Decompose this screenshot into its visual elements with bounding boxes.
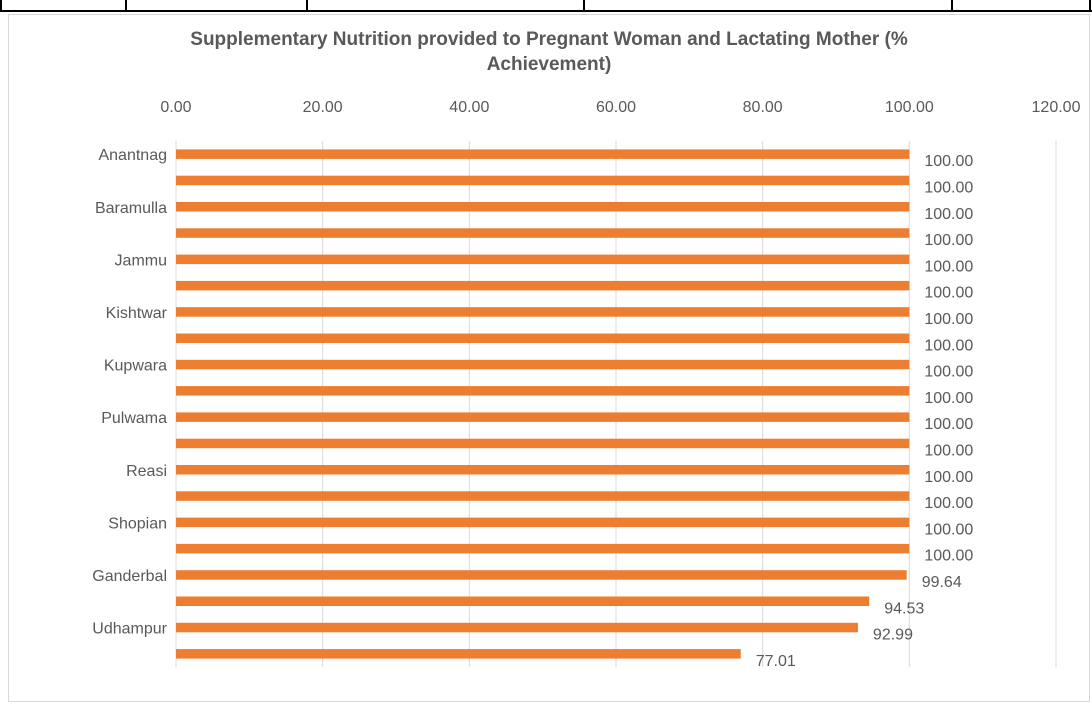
data-label: 100.00 [924, 337, 973, 354]
category-label: Shopian [108, 515, 167, 532]
data-label: 100.00 [924, 495, 973, 512]
bar [176, 517, 910, 528]
bar [176, 491, 910, 501]
data-label: 100.00 [924, 153, 973, 170]
data-label: 100.00 [924, 258, 973, 275]
category-label: Reasi [126, 463, 167, 480]
bar [176, 228, 910, 238]
bar [176, 280, 910, 291]
data-label: 92.99 [873, 627, 913, 644]
data-label: 100.00 [924, 179, 973, 196]
data-label: 94.53 [884, 600, 924, 617]
category-label: Anantnag [98, 147, 167, 164]
bar [176, 465, 910, 475]
bar [176, 543, 910, 554]
bar [176, 412, 910, 422]
data-label: 100.00 [924, 390, 973, 407]
bar [176, 359, 910, 370]
data-label: 100.00 [924, 206, 973, 223]
x-tick-label: 40.00 [449, 99, 489, 116]
data-label: 100.00 [924, 548, 973, 565]
bar [176, 570, 907, 580]
x-tick-label: 20.00 [303, 99, 343, 116]
data-label: 100.00 [924, 364, 973, 381]
bar [176, 649, 741, 659]
x-tick-label: 80.00 [743, 99, 783, 116]
x-tick-label: 100.00 [885, 99, 934, 116]
chart-title-line-2: Achievement) [486, 54, 612, 75]
x-tick-label: 60.00 [596, 99, 636, 116]
bar [176, 333, 910, 343]
x-tick-label: 120.00 [1032, 99, 1081, 116]
data-label: 99.64 [922, 574, 962, 591]
chart-title: Supplementary Nutrition provided to Preg… [8, 27, 1090, 77]
data-label: 77.01 [756, 653, 796, 670]
data-label: 100.00 [924, 285, 973, 302]
x-tick-label: 0.00 [160, 99, 191, 116]
table-border-fragment [0, 0, 1092, 12]
bar [176, 307, 910, 317]
bar [176, 149, 910, 159]
data-label: 100.00 [924, 469, 973, 486]
category-label: Kishtwar [106, 305, 168, 322]
category-label: Ganderbal [92, 568, 167, 585]
bar [176, 254, 910, 265]
data-label: 100.00 [924, 442, 973, 459]
data-label: 100.00 [924, 416, 973, 433]
category-label: Kupwara [104, 358, 167, 375]
bar [176, 175, 910, 186]
category-label: Baramulla [95, 200, 167, 217]
chart-title-line-1: Supplementary Nutrition provided to Preg… [190, 29, 908, 50]
category-label: Udhampur [92, 621, 167, 638]
data-label: 100.00 [924, 311, 973, 328]
bar [176, 386, 910, 396]
data-label: 100.00 [924, 232, 973, 249]
bar [176, 202, 910, 212]
category-label: Pulwama [101, 410, 167, 427]
category-label: Jammu [115, 252, 167, 269]
bar [176, 438, 910, 449]
bar [176, 596, 870, 606]
bar [176, 622, 858, 633]
data-label: 100.00 [924, 521, 973, 538]
